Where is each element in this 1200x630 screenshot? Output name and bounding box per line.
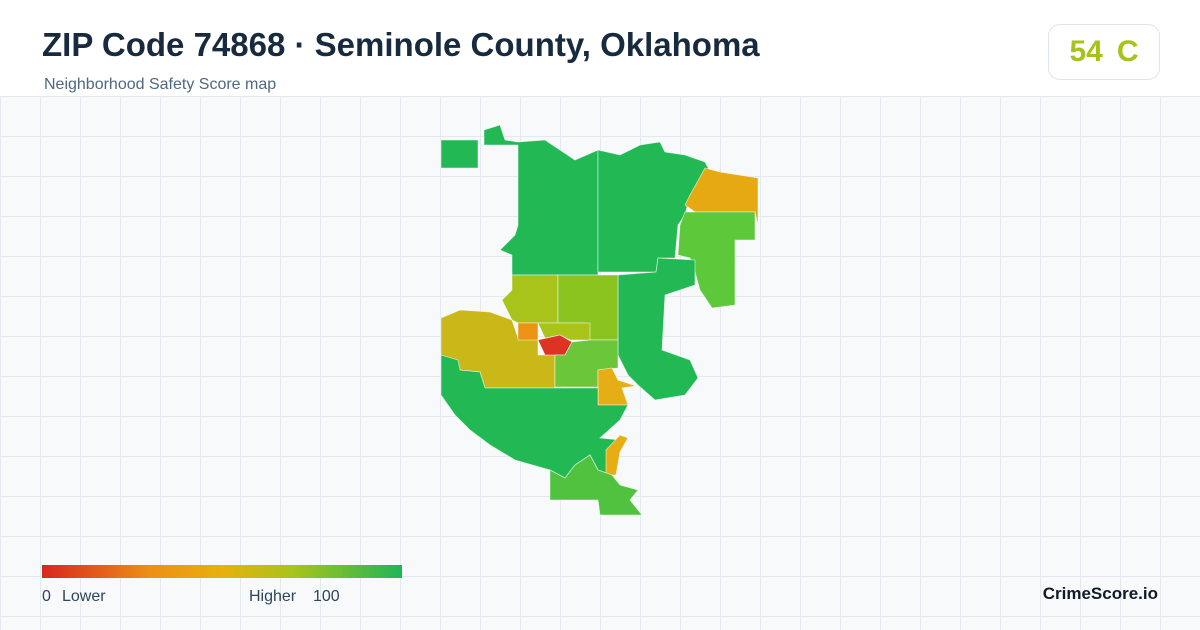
region <box>501 274 559 324</box>
score-value: 54 <box>1069 35 1103 68</box>
region <box>549 454 643 516</box>
score-grade: C <box>1116 35 1139 68</box>
score-badge: 54 C <box>1048 24 1160 80</box>
title: ZIP Code 74868 · Seminole County, Oklaho… <box>42 26 760 63</box>
header: ZIP Code 74868 · Seminole County, Oklaho… <box>0 0 1200 96</box>
region <box>517 322 539 341</box>
regions <box>440 124 759 516</box>
brand: CrimeScore.io <box>1042 584 1158 603</box>
legend-min: 0 <box>42 588 51 605</box>
legend-max-label: Higher <box>249 588 297 605</box>
subtitle: Neighborhood Safety Score map <box>44 76 277 93</box>
legend-max: 100 <box>313 588 340 605</box>
legend-bar <box>42 565 402 578</box>
region <box>617 257 699 401</box>
region <box>440 139 479 169</box>
region <box>483 124 599 276</box>
legend-min-label: Lower <box>62 588 106 605</box>
region <box>677 211 756 309</box>
